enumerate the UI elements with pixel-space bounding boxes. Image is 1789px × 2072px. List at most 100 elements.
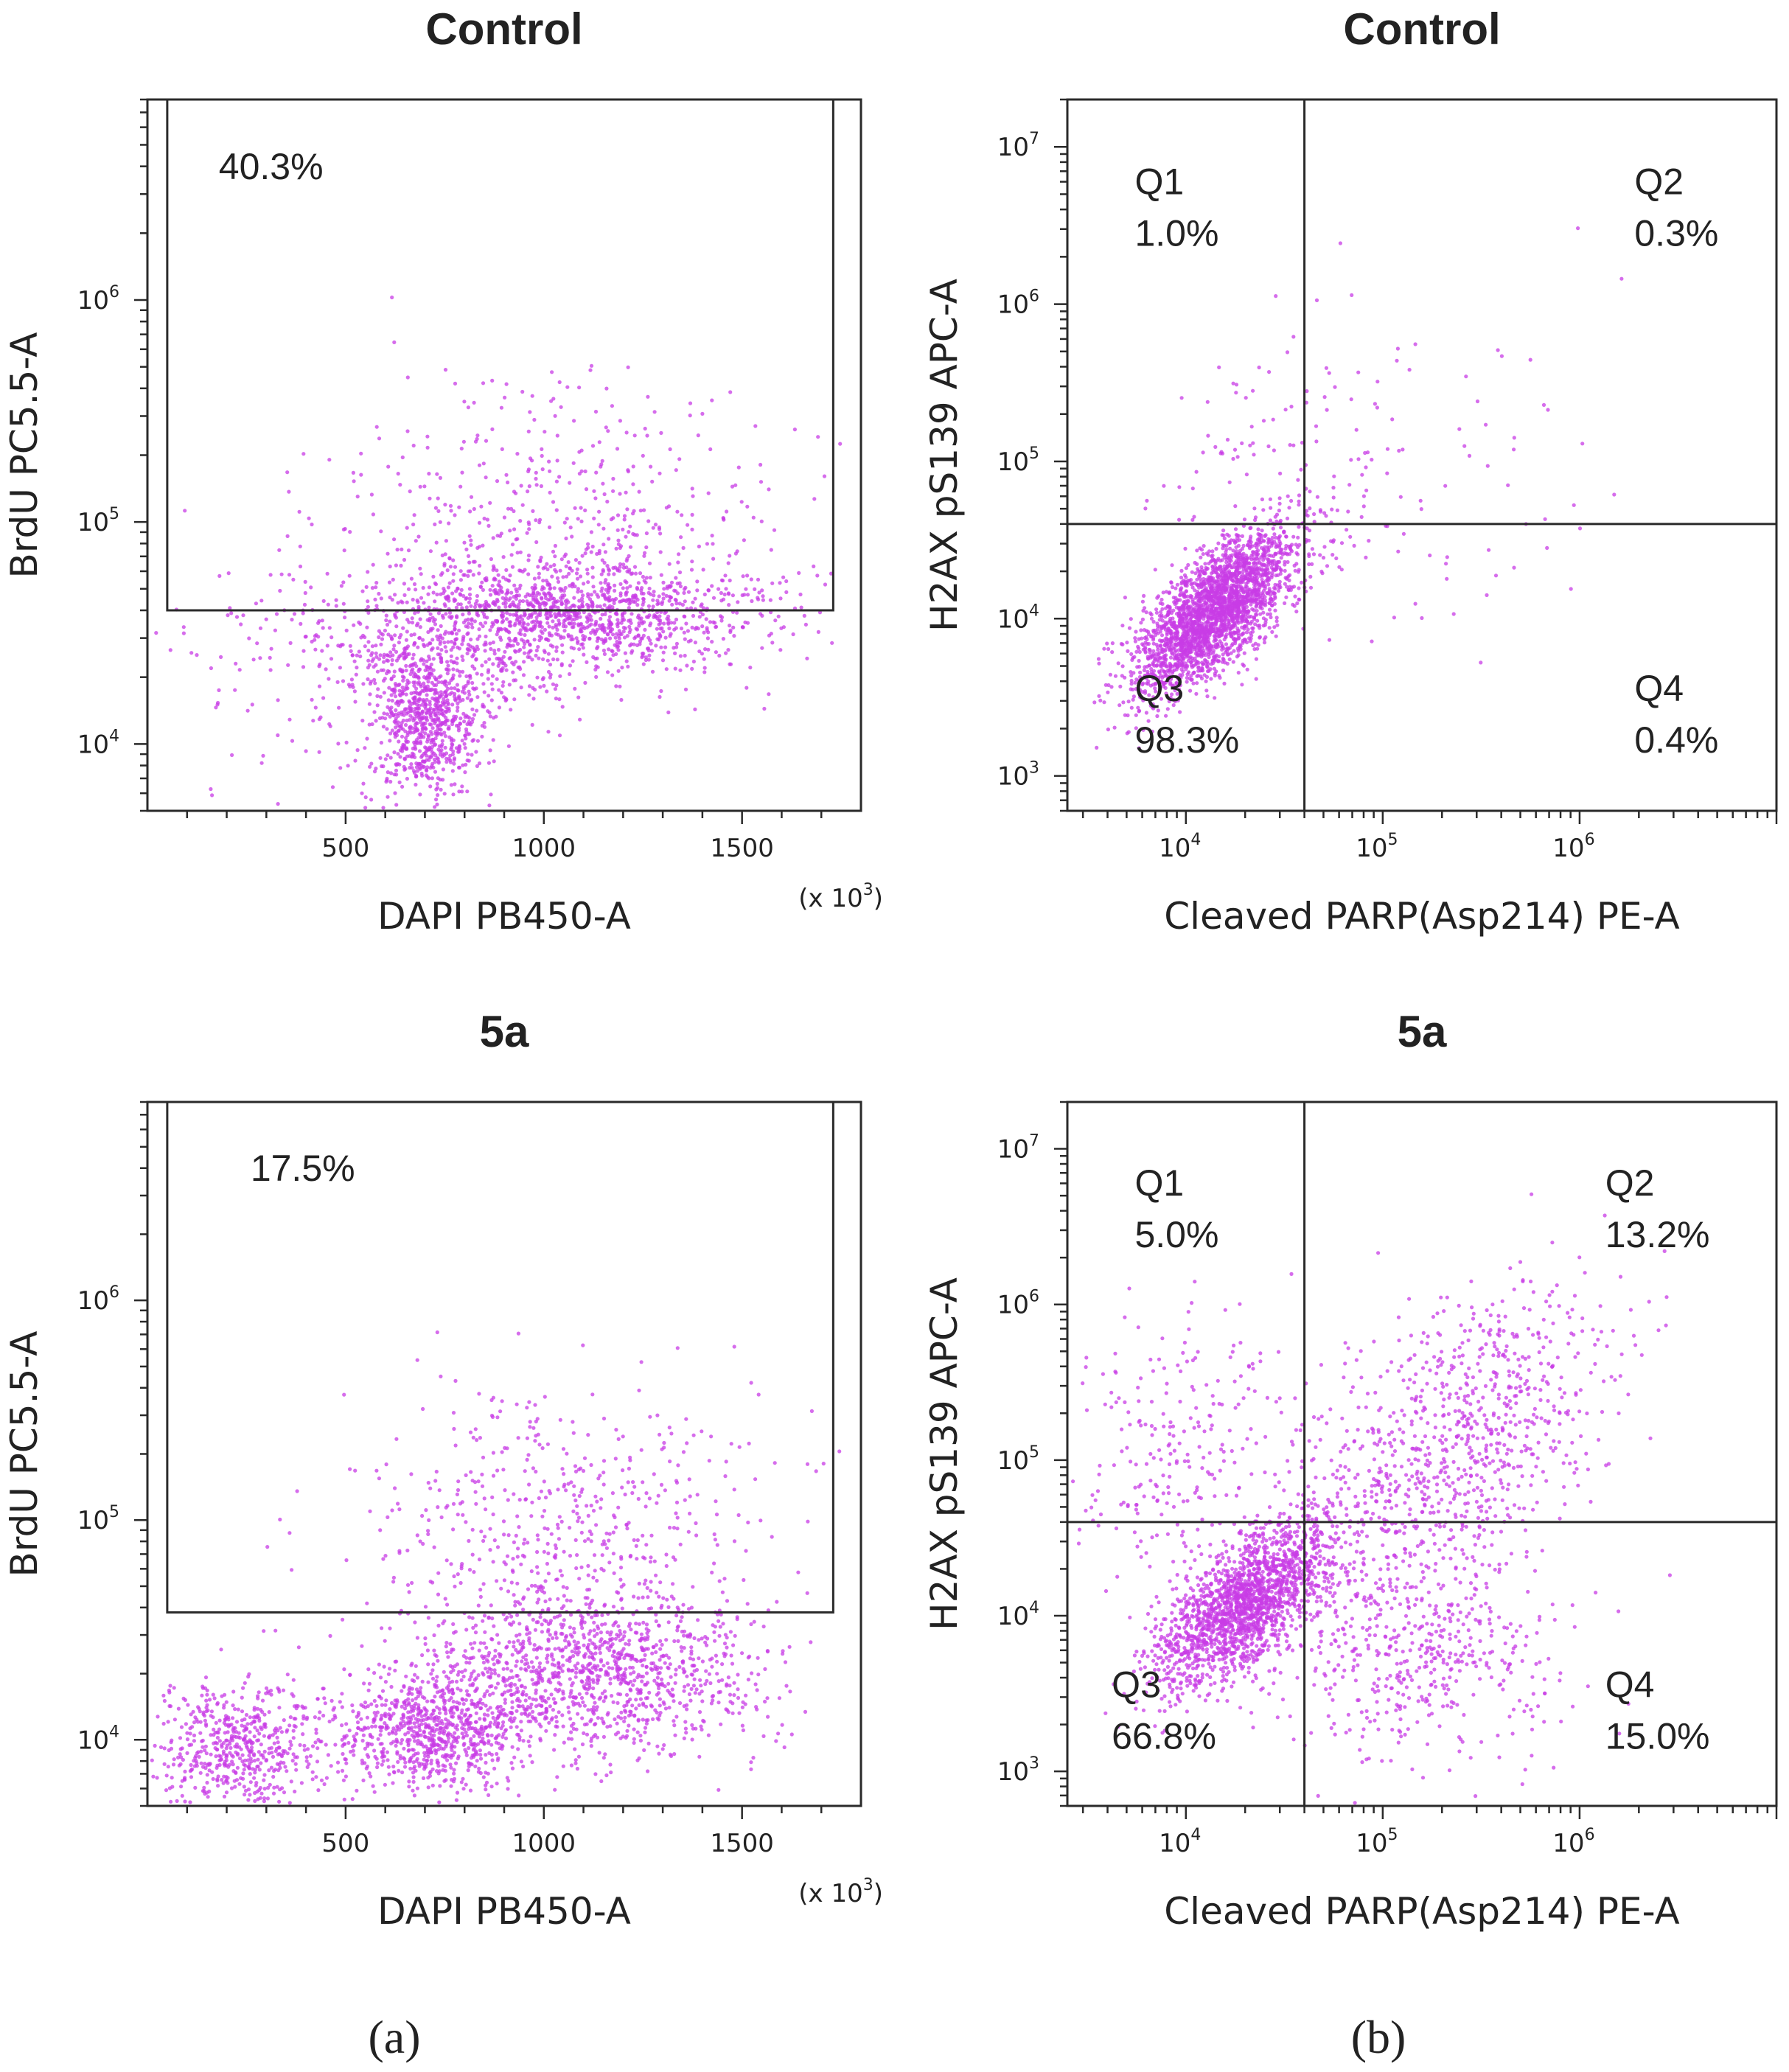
data-point xyxy=(384,779,388,784)
data-point xyxy=(688,606,694,610)
data-point xyxy=(428,722,432,727)
data-point xyxy=(538,685,543,689)
data-point xyxy=(421,585,425,590)
data-point xyxy=(624,580,629,585)
data-point xyxy=(604,587,608,592)
data-point xyxy=(381,806,386,810)
data-point xyxy=(611,632,615,637)
data-point xyxy=(1106,728,1110,732)
data-point xyxy=(422,684,427,688)
data-point xyxy=(573,506,577,510)
data-point xyxy=(613,635,618,640)
data-point xyxy=(573,584,577,589)
data-point xyxy=(501,618,506,624)
data-point xyxy=(507,656,512,661)
data-point xyxy=(469,638,473,642)
data-point xyxy=(1134,629,1138,634)
data-point xyxy=(401,718,405,723)
data-point xyxy=(631,482,635,486)
data-point xyxy=(390,598,394,602)
data-point xyxy=(659,573,663,577)
data-point xyxy=(627,606,631,610)
data-point xyxy=(405,375,410,380)
data-point xyxy=(536,645,540,649)
data-point xyxy=(617,636,621,641)
data-point xyxy=(627,601,632,606)
data-point xyxy=(572,621,576,626)
data-point xyxy=(464,547,469,552)
data-point xyxy=(552,586,557,590)
data-point xyxy=(327,677,331,681)
data-point xyxy=(628,545,633,549)
data-point xyxy=(606,567,611,571)
data-point xyxy=(686,523,690,527)
data-point xyxy=(371,512,375,517)
data-point xyxy=(625,586,630,590)
data-point xyxy=(412,683,416,688)
data-point xyxy=(636,581,641,585)
data-point xyxy=(433,506,439,510)
data-point xyxy=(683,687,688,692)
data-point xyxy=(599,616,603,621)
data-point xyxy=(537,571,542,576)
data-point xyxy=(408,726,412,730)
data-point xyxy=(637,624,641,628)
plot-title: Control xyxy=(1343,4,1500,54)
data-point xyxy=(387,580,392,585)
data-point xyxy=(1294,610,1299,614)
data-point xyxy=(209,786,213,792)
data-point xyxy=(391,647,396,652)
data-point xyxy=(436,776,440,781)
data-point xyxy=(425,434,430,439)
data-point xyxy=(251,657,256,662)
data-point xyxy=(726,591,731,596)
data-point xyxy=(652,593,656,598)
data-point xyxy=(419,723,425,728)
data-point xyxy=(646,657,651,662)
data-point xyxy=(446,663,450,668)
data-point xyxy=(447,681,452,686)
data-point xyxy=(582,582,586,586)
data-point xyxy=(468,509,472,514)
data-point xyxy=(442,641,447,645)
data-point xyxy=(678,668,683,672)
data-point xyxy=(425,659,429,663)
data-point xyxy=(626,470,631,474)
data-point xyxy=(1268,597,1272,602)
data-point xyxy=(590,544,595,549)
data-point xyxy=(1134,713,1138,717)
data-point xyxy=(667,599,672,603)
data-point xyxy=(533,586,538,590)
data-point xyxy=(409,669,414,674)
data-point xyxy=(427,585,432,590)
data-point xyxy=(508,613,512,617)
data-point xyxy=(759,519,764,524)
data-point xyxy=(368,681,372,686)
data-point xyxy=(613,583,617,588)
data-point xyxy=(622,599,627,603)
data-point xyxy=(439,704,443,708)
data-point xyxy=(579,448,584,453)
data-point xyxy=(405,644,411,649)
data-point xyxy=(611,565,615,571)
data-point xyxy=(388,771,394,775)
data-point xyxy=(458,593,463,597)
data-point xyxy=(436,716,441,720)
data-point xyxy=(1263,635,1268,640)
data-point xyxy=(645,646,650,651)
data-point xyxy=(490,687,495,691)
data-point xyxy=(534,518,538,523)
data-point xyxy=(720,579,725,583)
data-point xyxy=(677,552,681,557)
data-point xyxy=(285,470,290,475)
data-point xyxy=(578,717,582,722)
data-point xyxy=(414,740,418,744)
data-point xyxy=(661,580,666,585)
data-point xyxy=(522,621,526,626)
data-point xyxy=(358,654,363,659)
data-point xyxy=(1277,509,1281,513)
data-point xyxy=(481,461,486,466)
data-point xyxy=(268,668,273,672)
data-point xyxy=(446,640,450,644)
gate-percentage: 40.3% xyxy=(219,146,324,187)
